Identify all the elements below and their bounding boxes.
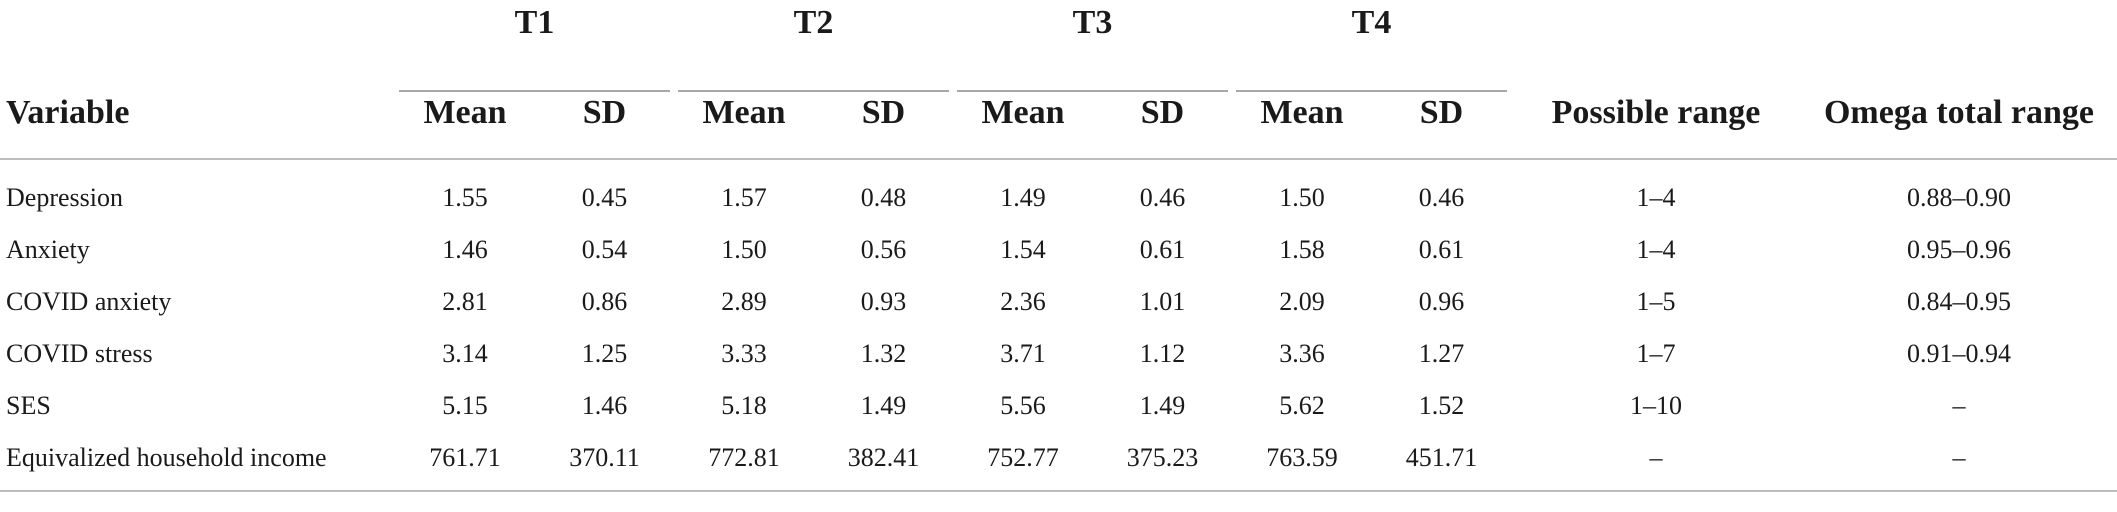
column-header-t2-sd: SD — [814, 68, 953, 160]
t2-sd-cell: 382.41 — [814, 432, 953, 492]
t3-mean-cell: 1.54 — [1000, 235, 1046, 264]
possible-range-cell: – — [1511, 432, 1801, 492]
t4-mean-cell: 2.09 — [1279, 287, 1325, 316]
omega-total-range-cell: 0.95–0.96 — [1907, 235, 2011, 264]
t1-mean-cell: 1.55 — [442, 183, 488, 212]
t4-sd-cell: 1.27 — [1418, 339, 1465, 368]
table-row: Equivalized household income 761.71 370.11… — [0, 432, 2117, 492]
group-underline-t4 — [1236, 90, 1507, 92]
t4-mean-cell: 3.36 — [1279, 339, 1325, 368]
variable-cell: SES — [6, 391, 51, 420]
t1-sd-cell: 1.46 — [581, 391, 628, 420]
group-underline-t1 — [399, 90, 670, 92]
column-header-t3-sd: SD — [1093, 68, 1232, 160]
omega-total-range-cell: 0.91–0.94 — [1907, 339, 2011, 368]
table-row: SES 5.15 1.46 5.18 1.49 5.56 1.49 5.62 1.52 1–10 – — [0, 380, 2117, 432]
t3-sd-cell: 1.12 — [1139, 339, 1186, 368]
t2-mean-cell: 2.89 — [721, 287, 767, 316]
t3-mean-cell: 2.36 — [1000, 287, 1046, 316]
t2-mean-cell: 3.33 — [721, 339, 767, 368]
omega-total-range-cell: – — [1952, 391, 1966, 420]
table-row: COVID anxiety 2.81 0.86 2.89 0.93 2.36 1.01 2.0… — [0, 276, 2117, 328]
t2-mean-cell: 1.50 — [721, 235, 767, 264]
group-header-t2: T2 — [793, 4, 834, 41]
possible-range-cell: 1–5 — [1636, 287, 1676, 316]
t1-mean-cell: 3.14 — [442, 339, 488, 368]
t4-sd-cell: 0.96 — [1418, 287, 1465, 316]
variable-cell: COVID stress — [6, 339, 153, 368]
timepoint-header-row: T1 T2 T3 T4 — [0, 0, 2117, 46]
column-header-t2-mean: Mean — [674, 68, 814, 160]
t2-sd-cell: 1.49 — [860, 391, 907, 420]
t3-sd-cell: 1.49 — [1139, 391, 1186, 420]
variable-cell: Equivalized household income — [0, 432, 395, 492]
possible-range-cell: 1–4 — [1636, 235, 1676, 264]
t2-sd-cell: 0.56 — [860, 235, 907, 264]
t1-sd-cell: 0.86 — [581, 287, 628, 316]
t2-sd-cell: 1.32 — [860, 339, 907, 368]
t3-sd-cell: 1.01 — [1139, 287, 1186, 316]
t1-sd-cell: 370.11 — [535, 432, 674, 492]
t4-sd-cell: 1.52 — [1418, 391, 1465, 420]
variable-cell: Anxiety — [6, 235, 90, 264]
table-row: Depression 1.55 0.45 1.57 0.48 1.49 0.46 1.50 0.… — [0, 159, 2117, 224]
t1-sd-cell: 0.45 — [581, 183, 628, 212]
t4-mean-cell: 1.50 — [1279, 183, 1325, 212]
possible-range-cell: 1–4 — [1636, 183, 1676, 212]
column-header-variable: Variable — [0, 68, 395, 160]
group-header-t4: T4 — [1351, 4, 1392, 41]
t3-mean-cell: 1.49 — [1000, 183, 1046, 212]
possible-range-cell: 1–7 — [1636, 339, 1676, 368]
group-underline-t3 — [957, 90, 1228, 92]
t1-sd-cell: 0.54 — [581, 235, 628, 264]
group-underline-t2 — [678, 90, 949, 92]
t1-mean-cell: 1.46 — [442, 235, 488, 264]
t2-sd-cell: 0.48 — [860, 183, 907, 212]
group-header-t1: T1 — [514, 4, 555, 41]
table-row: COVID stress 3.14 1.25 3.33 1.32 3.71 1.12 3.36… — [0, 328, 2117, 380]
possible-range-cell: 1–10 — [1630, 391, 1682, 420]
t1-mean-cell: 5.15 — [442, 391, 488, 420]
table-row: Anxiety 1.46 0.54 1.50 0.56 1.54 0.61 1.58 0.61 1… — [0, 224, 2117, 276]
group-rule-row — [0, 46, 2117, 92]
empty-header-cell — [1511, 0, 1801, 46]
t4-sd-cell: 0.61 — [1418, 235, 1465, 264]
empty-header-cell — [1801, 0, 2117, 46]
t3-mean-cell: 752.77 — [953, 432, 1093, 492]
column-header-t1-sd: SD — [535, 68, 674, 160]
t4-sd-cell: 451.71 — [1372, 432, 1511, 492]
t4-mean-cell: 1.58 — [1279, 235, 1325, 264]
column-header-t4-mean: Mean — [1232, 68, 1372, 160]
t2-mean-cell: 5.18 — [721, 391, 767, 420]
t3-mean-cell: 3.71 — [1000, 339, 1046, 368]
omega-total-range-cell: – — [1801, 432, 2117, 492]
t3-sd-cell: 375.23 — [1093, 432, 1232, 492]
column-header-t3-mean: Mean — [953, 68, 1093, 160]
column-header-row: Variable Mean SD Mean SD Mean SD Mean SD… — [0, 68, 2117, 160]
t1-sd-cell: 1.25 — [581, 339, 628, 368]
descriptive-statistics-table: T1 T2 T3 T4 Variable Mean SD Mean SD Mea… — [0, 0, 2117, 492]
t4-mean-cell: 763.59 — [1232, 432, 1372, 492]
empty-header-cell — [0, 0, 395, 46]
t2-sd-cell: 0.93 — [860, 287, 907, 316]
t3-sd-cell: 0.61 — [1139, 235, 1186, 264]
column-header-omega-total-range: Omega total range — [1801, 68, 2117, 160]
t3-mean-cell: 5.56 — [1000, 391, 1046, 420]
column-header-possible-range: Possible range — [1511, 68, 1801, 160]
column-header-t1-mean: Mean — [395, 68, 535, 160]
t1-mean-cell: 761.71 — [395, 432, 535, 492]
variable-cell: Depression — [6, 183, 123, 212]
table-body: Depression 1.55 0.45 1.57 0.48 1.49 0.46 1.50 0.… — [0, 159, 2117, 492]
t1-mean-cell: 2.81 — [442, 287, 488, 316]
t3-sd-cell: 0.46 — [1139, 183, 1186, 212]
group-header-t3: T3 — [1072, 4, 1113, 41]
omega-total-range-cell: 0.84–0.95 — [1907, 287, 2011, 316]
variable-cell: COVID anxiety — [6, 287, 172, 316]
t2-mean-cell: 1.57 — [721, 183, 767, 212]
omega-total-range-cell: 0.88–0.90 — [1907, 183, 2011, 212]
t4-sd-cell: 0.46 — [1418, 183, 1465, 212]
t2-mean-cell: 772.81 — [674, 432, 814, 492]
column-header-t4-sd: SD — [1372, 68, 1511, 160]
t4-mean-cell: 5.62 — [1279, 391, 1325, 420]
